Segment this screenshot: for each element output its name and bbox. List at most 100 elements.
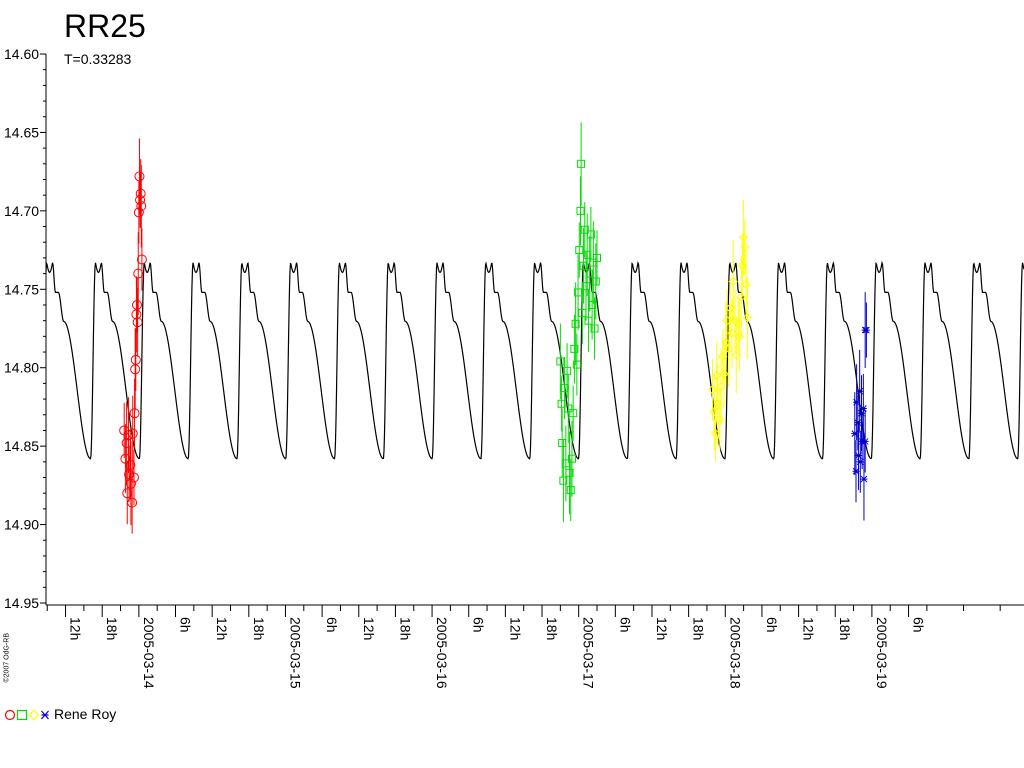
observation-series-circle	[119, 138, 147, 534]
y-axis: 14.60 14.65 14.70 14.75 14.80 14.85 14.90 14.95	[4, 46, 47, 611]
data-point	[563, 366, 572, 375]
x-tick-label: 6h	[324, 617, 340, 633]
data-point	[133, 268, 144, 279]
x-tick-label: 2005-03-18	[727, 617, 743, 689]
data-point	[135, 188, 146, 199]
data-point	[136, 201, 147, 212]
y-tick-label: 14.95	[4, 595, 39, 611]
x-tick-label: 18h	[544, 617, 560, 640]
x-tick-label: 12h	[654, 617, 670, 640]
x-tick-label: 12h	[214, 617, 230, 640]
period-label: T=0.33283	[64, 51, 132, 67]
data-point	[590, 324, 599, 333]
data-point	[133, 207, 144, 218]
x-tick-label: 18h	[397, 617, 413, 640]
y-tick-label: 14.65	[4, 124, 39, 140]
data-point	[556, 357, 565, 366]
x-tick-label: 6h	[617, 617, 633, 633]
data-point	[580, 225, 589, 234]
y-tick-label: 14.90	[4, 517, 39, 533]
data-point	[712, 370, 722, 381]
x-tick-label: 2005-03-17	[581, 617, 597, 689]
observations-layer	[119, 122, 870, 534]
data-point	[127, 428, 138, 439]
data-point	[709, 406, 719, 417]
legend: Rene Roy	[4, 704, 116, 724]
x-tick-label: 12h	[68, 617, 84, 640]
x-axis: 12h 18h 2005-03-14 6h 12h 18h 2005-03-15 6h 12h 1…	[46, 604, 1024, 689]
x-tick-label: 18h	[837, 617, 853, 640]
x-tick-label: 18h	[251, 617, 267, 640]
data-point	[741, 279, 751, 290]
data-point	[715, 414, 725, 425]
data-point	[132, 317, 143, 328]
y-tick-label: 14.70	[4, 203, 39, 219]
data-point	[728, 276, 738, 287]
data-point	[572, 360, 581, 369]
x-tick-label: 18h	[104, 617, 120, 640]
data-point	[574, 288, 583, 297]
x-tick-label: 2005-03-16	[434, 617, 450, 689]
legend-observer-label: Rene Roy	[54, 706, 117, 722]
data-point	[862, 326, 870, 334]
data-point	[740, 242, 750, 252]
x-tick-label: 2005-03-19	[874, 617, 890, 689]
data-point	[129, 408, 140, 419]
data-point	[575, 246, 584, 255]
chart-title: RR25	[64, 8, 146, 44]
data-point	[125, 459, 136, 470]
data-point	[577, 159, 586, 168]
data-point	[570, 344, 579, 353]
data-point	[860, 475, 868, 483]
data-point	[130, 354, 141, 365]
data-point	[734, 331, 745, 342]
data-point	[736, 292, 746, 302]
data-point	[861, 438, 869, 445]
x-tick-label: 18h	[691, 617, 707, 640]
model-light-curve	[45, 260, 1024, 460]
data-point	[559, 476, 568, 485]
x-tick-label: 6h	[471, 617, 487, 633]
data-point	[125, 478, 136, 489]
x-tick-label: 12h	[801, 617, 817, 640]
x-tick-label: 12h	[507, 617, 523, 640]
data-point	[742, 312, 752, 323]
data-point	[853, 398, 861, 406]
observation-series-square	[556, 122, 602, 523]
y-tick-label: 14.60	[4, 46, 39, 62]
data-point	[719, 369, 729, 379]
data-point	[566, 486, 575, 495]
x-tick-label: 6h	[911, 617, 927, 633]
data-point	[564, 404, 573, 413]
x-tick-label: 2005-03-14	[141, 617, 157, 689]
legend-marker-icons	[4, 709, 49, 721]
data-point	[707, 384, 718, 395]
data-point	[738, 232, 749, 243]
data-point	[569, 409, 578, 418]
data-point	[576, 206, 585, 215]
model-curve-layer	[45, 260, 1024, 460]
data-point	[565, 468, 574, 477]
observation-series-star	[851, 292, 870, 521]
data-point	[591, 277, 600, 286]
x-tick-label: 6h	[764, 617, 780, 633]
data-point	[593, 253, 602, 262]
data-point	[127, 497, 138, 508]
y-tick-label: 14.85	[4, 438, 39, 454]
x-tick-label: 6h	[178, 617, 194, 633]
copyright-credit: ©2007 OdG-RB	[3, 632, 11, 683]
data-point	[136, 254, 147, 265]
y-tick-label: 14.75	[4, 281, 39, 297]
observation-series-diamond	[707, 199, 752, 462]
data-point	[134, 171, 145, 182]
data-point	[567, 454, 576, 463]
data-point	[586, 230, 595, 239]
data-point	[135, 194, 146, 205]
y-tick-label: 14.80	[4, 360, 39, 376]
data-point	[571, 319, 580, 328]
data-point	[132, 299, 143, 310]
x-tick-label: 2005-03-15	[287, 617, 303, 689]
x-tick-label: 12h	[361, 617, 377, 640]
data-point	[128, 472, 139, 483]
